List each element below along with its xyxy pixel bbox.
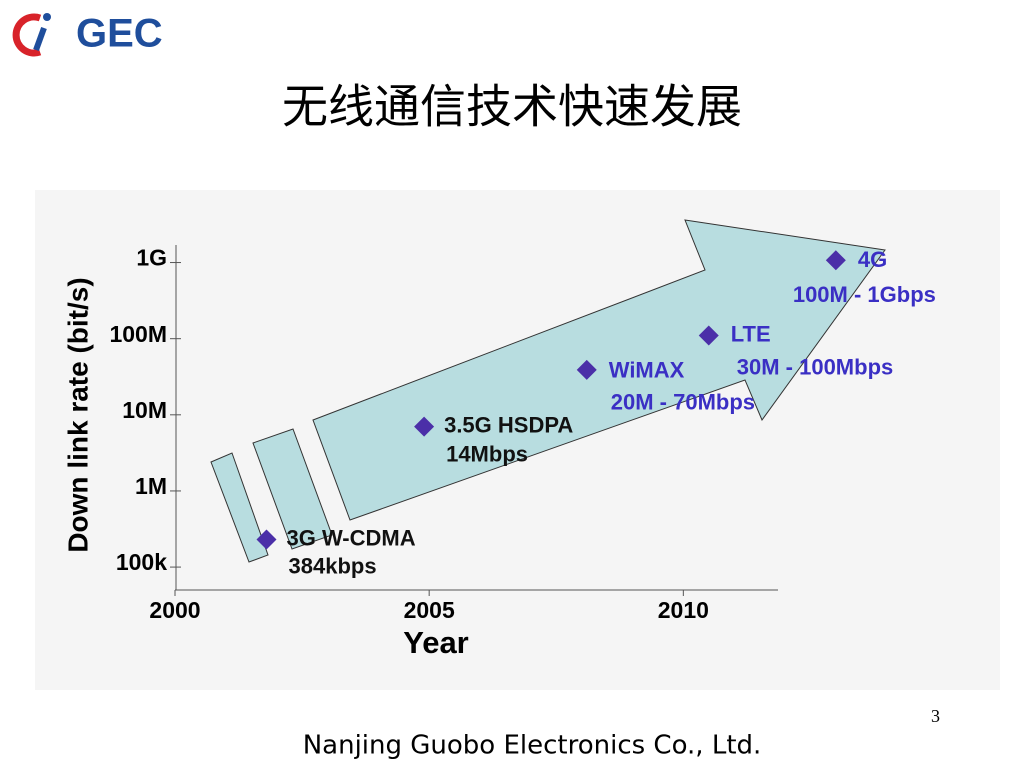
y-tick-label: 1M <box>135 473 167 499</box>
y-axis-label: Down link rate (bit/s) <box>62 277 93 552</box>
point-rate: 20M - 70Mbps <box>611 390 755 415</box>
slide-title: 无线通信技术快速发展 <box>282 80 742 134</box>
y-tick-label: 100k <box>116 549 167 575</box>
logo-mark <box>12 13 51 57</box>
y-tick-label: 1G <box>136 245 167 271</box>
point-label: 4G <box>858 247 887 272</box>
point-label: LTE <box>731 321 771 346</box>
growth-arrows <box>210 219 886 563</box>
data-point <box>256 529 277 550</box>
point-label: 3G W-CDMA <box>287 525 416 550</box>
footer: Nanjing Guobo Electronics Co., Ltd. <box>303 731 762 761</box>
point-rate: 14Mbps <box>446 441 528 466</box>
x-axis-label: Year <box>403 625 469 660</box>
x-tick-label: 2010 <box>658 597 709 623</box>
point-rate: 100M - 1Gbps <box>793 282 936 307</box>
page-number: 3 <box>931 706 940 726</box>
data-point <box>698 325 719 346</box>
data-point <box>576 359 597 380</box>
y-tick-label: 10M <box>122 397 167 423</box>
point-rate: 30M - 100Mbps <box>737 354 894 379</box>
data-point <box>414 416 435 437</box>
data-point <box>825 250 846 271</box>
point-rate: 384kbps <box>289 553 377 578</box>
y-tick-label: 100M <box>109 321 167 347</box>
x-tick-label: 2005 <box>404 597 455 623</box>
point-label: 3.5G HSDPA <box>444 412 573 437</box>
x-tick-label: 2000 <box>149 597 200 623</box>
point-label: WiMAX <box>609 358 685 383</box>
logo-text: GEC <box>76 12 163 56</box>
